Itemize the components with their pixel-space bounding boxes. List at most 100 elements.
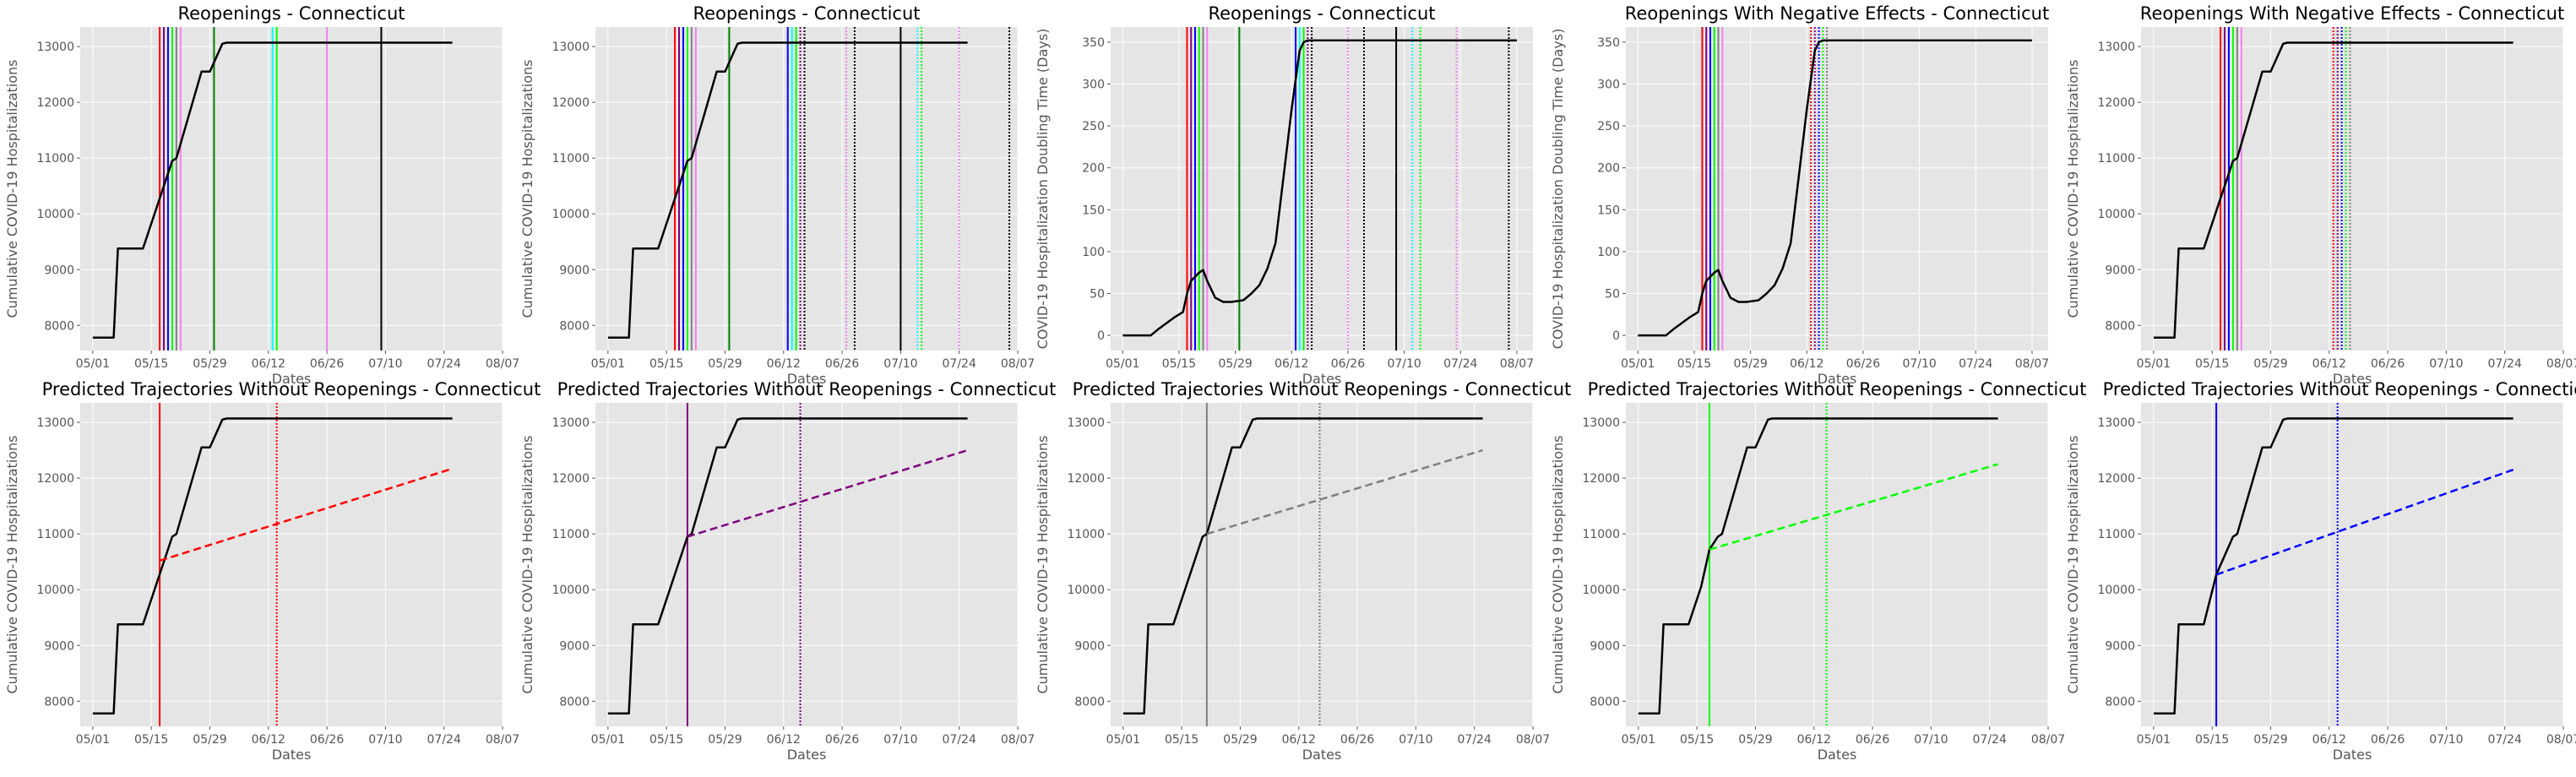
x-tick-label: 07/24 [427,357,461,371]
x-tick-label: 07/24 [1443,357,1477,371]
y-tick-label: 250 [1597,120,1620,133]
x-tick-label: 08/07 [1001,733,1035,747]
y-axis-label: Cumulative COVID-19 Hospitalizations [519,59,535,318]
x-tick-label: 06/26 [1331,357,1365,371]
x-tick-label: 05/15 [134,357,168,371]
y-tick-label: 9000 [1590,639,1620,653]
y-tick-label: 9000 [44,639,74,653]
subplot-10: 8000 9000 10000 11000 12000 13000 05/01 05/15 05… [2065,379,2576,763]
y-tick-label: 10000 [36,584,74,597]
plot-area [2141,403,2563,726]
x-tick-label: 06/12 [1797,733,1831,747]
x-tick-label: 06/26 [1846,357,1880,371]
subplot-1: 8000 9000 10000 11000 12000 13000 05/01 05/15 05… [4,3,519,387]
x-tick-label: 05/01 [1106,357,1139,371]
plot-area [1111,27,1533,350]
y-tick-label: 0 [1612,329,1620,343]
y-tick-label: 13000 [2097,41,2135,54]
y-tick-label: 11000 [1067,528,1105,541]
plot-area [595,403,1018,726]
x-tick-label: 07/24 [2488,357,2522,371]
y-tick-label: 13000 [36,41,74,54]
x-tick-label: 07/10 [883,357,917,371]
x-tick-label: 08/07 [2546,357,2576,371]
plot-area [1111,403,1533,726]
observed-series-line [2153,417,2514,715]
y-tick-label: 11000 [2097,528,2135,541]
y-tick-label: 11000 [36,152,74,166]
y-tick-label: 10000 [2097,584,2135,597]
y-tick-label: 300 [1597,78,1620,91]
x-tick-label: 07/24 [1458,733,1492,747]
x-tick-label: 07/24 [1959,357,1992,371]
y-tick-label: 250 [1082,120,1105,133]
y-tick-label: 13000 [552,416,590,430]
y-tick-label: 50 [1090,288,1105,302]
y-tick-label: 9000 [2105,264,2135,277]
chart-title: Reopenings - Connecticut [177,3,405,24]
subplot-3: 0 50 100 150 200 250 300 350 05/01 05/15 05/29 06/1… [1035,3,1534,387]
observed-series-line [1638,417,1998,715]
x-axis-label: Dates [1302,371,1342,387]
x-axis-label: Dates [272,371,312,387]
x-tick-label: 07/24 [943,357,976,371]
y-tick-label: 12000 [552,472,590,486]
x-tick-label: 08/07 [1500,357,1534,371]
x-tick-label: 05/01 [2137,733,2171,747]
x-tick-label: 07/24 [427,733,461,747]
x-tick-label: 06/12 [767,733,801,747]
y-tick-label: 8000 [559,695,590,709]
y-tick-label: 12000 [36,472,74,486]
chart-title: Predicted Trajectories Without Reopening… [557,379,1057,399]
y-tick-label: 9000 [2105,639,2135,653]
x-tick-label: 08/07 [1516,733,1550,747]
chart-title: Predicted Trajectories Without Reopening… [1588,379,2087,399]
y-tick-label: 10000 [552,208,590,221]
chart-title: Predicted Trajectories Without Reopening… [2103,379,2576,399]
x-tick-label: 07/10 [2429,733,2463,747]
x-axis-label: Dates [787,747,827,763]
x-tick-label: 06/26 [310,733,344,747]
observed-series-line [607,41,968,340]
y-tick-label: 10000 [552,584,590,597]
x-tick-label: 05/29 [2253,357,2287,371]
y-tick-label: 12000 [36,96,74,110]
x-tick-label: 08/07 [486,733,519,747]
x-tick-label: 06/26 [310,357,344,371]
y-tick-label: 11000 [2097,152,2135,166]
x-tick-label: 05/01 [1622,733,1655,747]
observed-series-line [92,41,453,340]
y-axis-label: Cumulative COVID-19 Hospitalizations [2065,435,2081,693]
subplot-8: 8000 9000 10000 11000 12000 13000 05/01 05/15 05… [1035,379,1571,763]
y-tick-label: 150 [1597,204,1620,217]
y-tick-label: 13000 [552,41,590,54]
x-tick-label: 06/12 [2312,733,2346,747]
plot-area [595,27,1018,350]
x-tick-label: 05/01 [76,357,110,371]
y-tick-label: 12000 [1582,472,1620,486]
x-tick-label: 08/07 [1001,357,1035,371]
y-tick-label: 11000 [552,528,590,541]
x-tick-label: 07/10 [2429,357,2463,371]
plot-area [1626,27,2048,350]
y-tick-label: 12000 [1067,472,1105,486]
predicted-trajectory-line [2215,469,2514,576]
y-tick-label: 8000 [44,695,74,709]
y-tick-label: 0 [1097,329,1105,343]
x-tick-label: 06/26 [825,357,859,371]
x-tick-label: 06/26 [825,733,859,747]
y-axis-label: Cumulative COVID-19 Hospitalizations [4,59,20,318]
x-tick-label: 08/07 [2546,733,2576,747]
x-tick-label: 05/15 [1677,357,1711,371]
x-tick-label: 07/10 [368,357,402,371]
y-axis-label: Cumulative COVID-19 Hospitalizations [2065,59,2081,318]
plot-area [80,27,503,350]
plot-area [1626,403,2048,726]
y-tick-label: 9000 [44,264,74,277]
x-tick-label: 05/15 [2195,357,2229,371]
y-tick-label: 12000 [2097,472,2135,486]
x-tick-label: 07/10 [1399,733,1432,747]
observed-series-line [2153,41,2514,340]
x-tick-label: 08/07 [2031,733,2065,747]
x-axis-label: Dates [1818,371,1857,387]
